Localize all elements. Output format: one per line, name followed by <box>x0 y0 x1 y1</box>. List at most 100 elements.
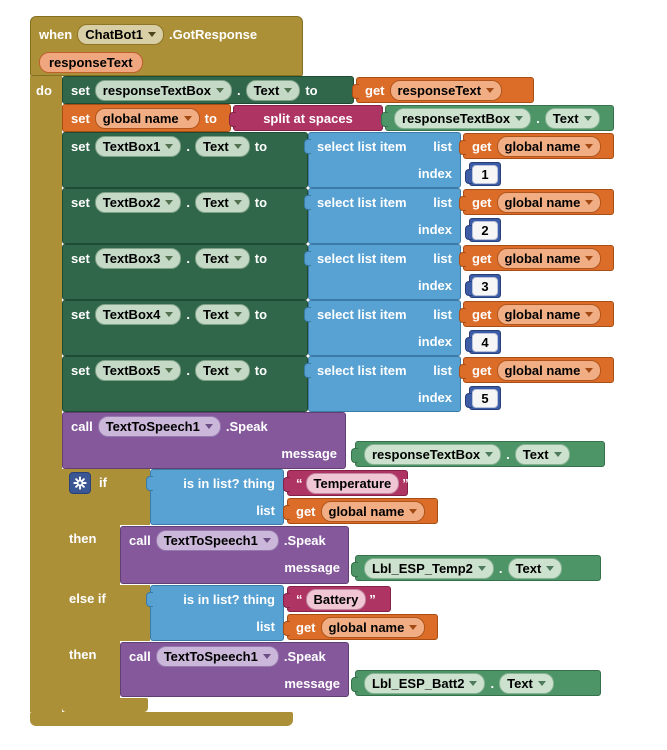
get-global-name-block[interactable]: get global name <box>283 614 438 640</box>
is-in-list-block[interactable]: is in list? thing list <box>146 469 284 525</box>
chevron-down-icon <box>585 199 594 205</box>
set-global-name-block[interactable]: set global name to <box>62 104 231 132</box>
event-param-responsetext[interactable]: responseText <box>39 51 143 73</box>
number-field[interactable]: 3 <box>472 276 498 296</box>
component-dropdown[interactable]: TextToSpeech1 <box>155 530 279 551</box>
number-block[interactable]: 4 <box>465 330 501 354</box>
component-dropdown[interactable]: responseTextBox <box>364 443 502 465</box>
get-global-name-block[interactable]: get global name <box>459 189 614 215</box>
set-textbox5-text-block[interactable]: set TextBox5 . Text to <box>62 356 308 412</box>
property-dropdown[interactable]: Text <box>194 360 250 381</box>
variable-dropdown[interactable]: global name <box>320 500 426 522</box>
chevron-down-icon <box>262 654 271 659</box>
event-component-dropdown[interactable]: ChatBot1 <box>77 23 165 45</box>
number-field[interactable]: 1 <box>472 164 498 184</box>
string-text-field[interactable]: Battery <box>305 588 367 610</box>
number-block[interactable]: 1 <box>465 162 501 186</box>
variable-dropdown[interactable]: global name <box>496 135 602 157</box>
get-responsetext-block[interactable]: get responseText <box>352 77 534 103</box>
get-lbl-esp-batt2-text-block[interactable]: Lbl_ESP_Batt2 . Text <box>351 670 601 696</box>
call-texttospeech-speak-block[interactable]: call TextToSpeech1 .Speak message <box>120 526 349 584</box>
property-dropdown[interactable]: Text <box>194 136 250 157</box>
property-dropdown[interactable]: Text <box>245 79 301 101</box>
component-dropdown[interactable]: TextBox5 <box>94 360 182 381</box>
variable-dropdown[interactable]: global name <box>320 616 426 638</box>
get-global-name-block[interactable]: get global name <box>459 357 614 383</box>
property-dropdown[interactable]: Text <box>194 248 250 269</box>
number-block[interactable]: 3 <box>465 274 501 298</box>
variable-dropdown[interactable]: global name <box>496 191 602 213</box>
is-in-list-label: is in list? thing <box>183 476 275 491</box>
property-dropdown[interactable]: Text <box>194 192 250 213</box>
component-dropdown[interactable]: TextToSpeech1 <box>155 646 279 667</box>
component-dropdown[interactable]: TextBox2 <box>94 192 182 213</box>
index-socket-label: index <box>418 390 452 405</box>
string-text-field[interactable]: Temperature <box>305 472 400 494</box>
number-block[interactable]: 5 <box>465 386 501 410</box>
component-dropdown[interactable]: responseTextBox <box>94 79 232 101</box>
select-list-item-block[interactable]: select list item list index <box>304 244 461 300</box>
set-textbox1-text-block[interactable]: set TextBox1 . Text to <box>62 132 308 188</box>
property-dropdown[interactable]: Text <box>544 107 600 129</box>
is-in-list-block[interactable]: is in list? thing list <box>146 585 284 641</box>
set-label: set <box>71 82 90 98</box>
dropdown-value: responseTextBox <box>402 110 511 126</box>
variable-dropdown[interactable]: global name <box>496 303 602 325</box>
get-global-name-block[interactable]: get global name <box>283 498 438 524</box>
set-textbox3-text-block[interactable]: set TextBox3 . Text to <box>62 244 308 300</box>
property-dropdown[interactable]: Text <box>499 672 554 694</box>
variable-dropdown[interactable]: responseText <box>389 79 503 101</box>
number-field[interactable]: 5 <box>472 388 498 408</box>
property-dropdown[interactable]: Text <box>514 443 570 465</box>
dropdown-value: global name <box>504 250 581 266</box>
when-gotresponse-block[interactable]: when ChatBot1 .GotResponse responseText <box>30 16 303 76</box>
select-list-item-block[interactable]: select list item list index <box>304 300 461 356</box>
variable-dropdown[interactable]: global name <box>496 359 602 381</box>
select-list-item-block[interactable]: select list item list index <box>304 356 461 412</box>
dot-separator: . <box>506 446 510 462</box>
component-dropdown[interactable]: Lbl_ESP_Batt2 <box>364 672 486 694</box>
component-dropdown[interactable]: Lbl_ESP_Temp2 <box>364 557 494 579</box>
component-dropdown[interactable]: TextBox1 <box>94 136 182 157</box>
number-field[interactable]: 2 <box>472 220 498 240</box>
property-dropdown[interactable]: Text <box>194 304 250 325</box>
chevron-down-icon <box>215 87 224 93</box>
else-if-label: else if <box>69 591 106 606</box>
set-textbox4-text-block[interactable]: set TextBox4 . Text to <box>62 300 308 356</box>
get-responsetextbox-text-block[interactable]: responseTextBox . Text <box>381 105 614 131</box>
get-global-name-block[interactable]: get global name <box>459 133 614 159</box>
select-list-item-block[interactable]: select list item list index <box>304 188 461 244</box>
component-dropdown[interactable]: TextToSpeech1 <box>97 416 221 437</box>
close-quote: ” <box>369 591 376 607</box>
when-label: when <box>39 26 73 42</box>
get-global-name-block[interactable]: get global name <box>459 245 614 271</box>
set-textbox2-text-block[interactable]: set TextBox2 . Text to <box>62 188 308 244</box>
if-block[interactable]: if <box>62 469 150 525</box>
variable-dropdown[interactable]: global name <box>496 247 602 269</box>
chevron-down-icon <box>585 367 594 373</box>
variable-dropdown[interactable]: global name <box>94 107 200 129</box>
component-dropdown[interactable]: TextBox3 <box>94 248 182 269</box>
component-dropdown[interactable]: responseTextBox <box>394 107 532 129</box>
get-lbl-esp-temp2-text-block[interactable]: Lbl_ESP_Temp2 . Text <box>351 555 601 581</box>
set-responsetextbox-text-block[interactable]: set responseTextBox . Text to <box>62 76 354 104</box>
call-texttospeech-speak-block[interactable]: call TextToSpeech1 .Speak message <box>120 642 349 697</box>
call-texttospeech-speak-block[interactable]: call TextToSpeech1 .Speak message <box>62 412 346 469</box>
string-temperature-block[interactable]: “ Temperature ” <box>283 470 409 496</box>
select-list-item-block[interactable]: select list item list index <box>304 132 461 188</box>
property-dropdown[interactable]: Text <box>507 557 563 579</box>
dropdown-value: TextToSpeech1 <box>163 649 258 664</box>
string-battery-block[interactable]: “ Battery ” <box>283 586 391 612</box>
param-label: responseText <box>49 54 133 70</box>
number-block[interactable]: 2 <box>465 218 501 242</box>
number-field[interactable]: 4 <box>472 332 498 352</box>
get-responsetextbox-text-block[interactable]: responseTextBox . Text <box>351 441 605 467</box>
mutator-gear-icon[interactable] <box>69 471 91 494</box>
chevron-down-icon <box>165 200 174 205</box>
split-at-spaces-block[interactable]: split at spaces <box>229 105 383 131</box>
select-list-item-label: select list item <box>317 363 407 378</box>
component-dropdown[interactable]: TextBox4 <box>94 304 182 325</box>
get-global-name-block[interactable]: get global name <box>459 301 614 327</box>
list-socket-label: list <box>433 307 452 322</box>
dropdown-value: Text <box>507 675 533 691</box>
